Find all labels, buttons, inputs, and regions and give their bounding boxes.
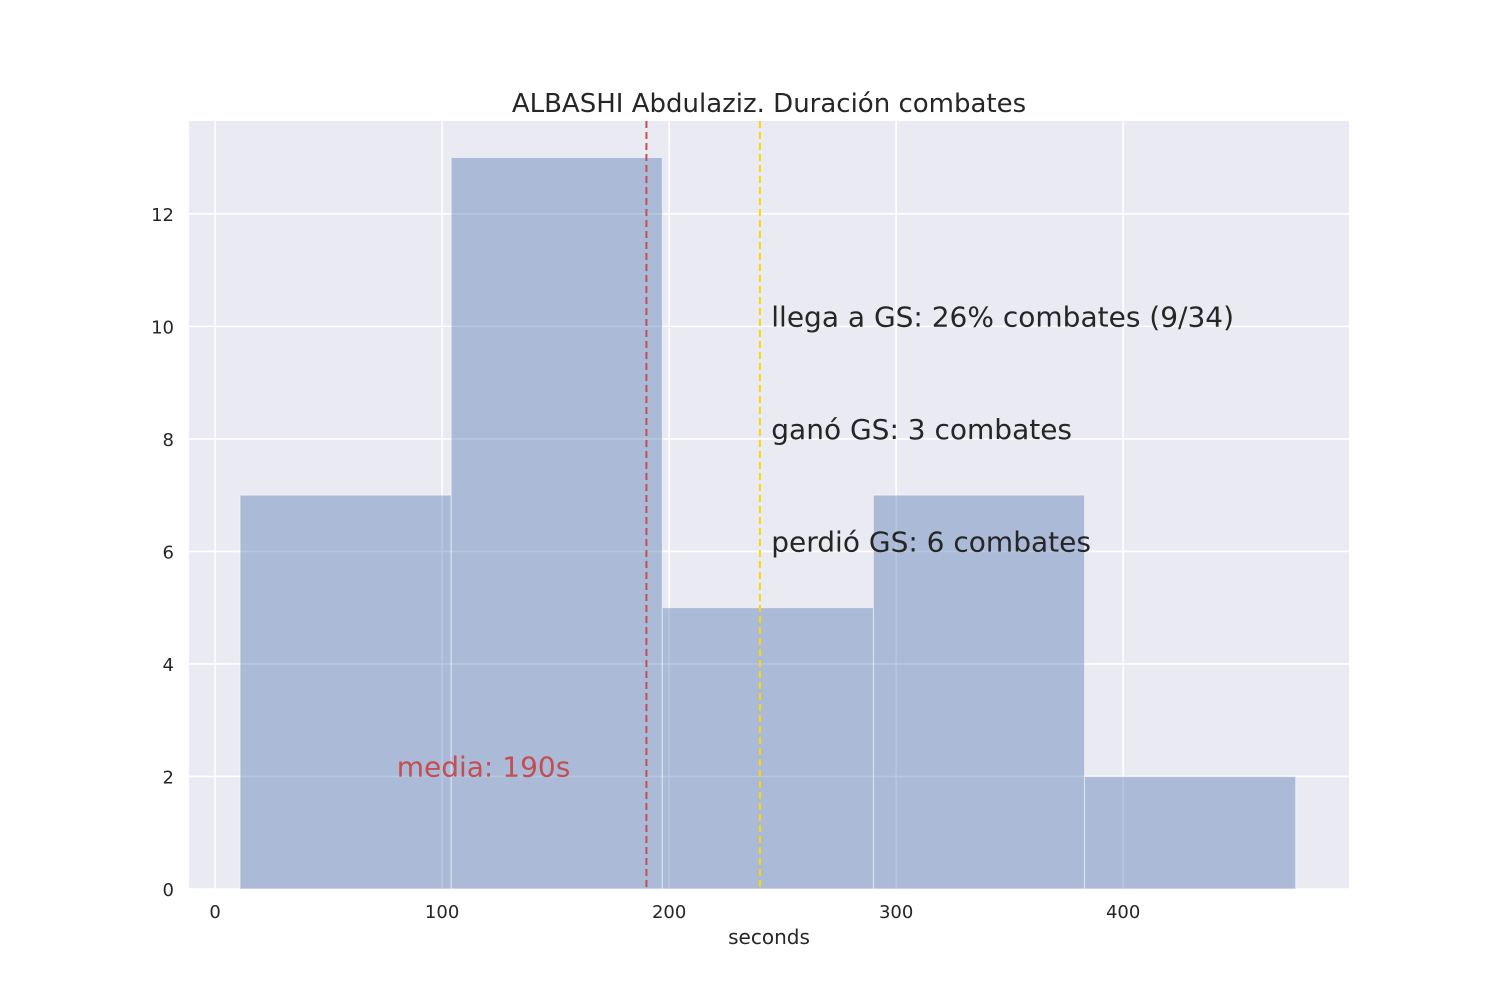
y-tick-label: 10: [151, 317, 174, 338]
y-tick-label: 4: [163, 655, 174, 676]
annotations: media: 190s llega a GS: 26% combates (9/3…: [397, 300, 1234, 783]
tick-labels: 0 100 200 300 400 0 2 4 6 8 10 12: [151, 205, 1140, 923]
plot-area: [189, 121, 1349, 889]
y-tick-label: 8: [163, 430, 174, 451]
golden-score-annotation: ganó GS: 3 combates: [771, 413, 1072, 446]
y-tick-label: 6: [163, 542, 174, 563]
y-tick-label: 12: [151, 205, 174, 226]
histogram-bar: [450, 157, 663, 890]
x-tick-label: 100: [425, 902, 459, 923]
y-tick-label: 2: [163, 767, 174, 788]
x-tick-label: 0: [209, 902, 220, 923]
chart-title: ALBASHI Abdulaziz. Duración combates: [512, 89, 1026, 119]
x-tick-label: 300: [879, 902, 913, 923]
mean-annotation: media: 190s: [397, 750, 571, 783]
x-axis-label: seconds: [728, 925, 810, 949]
histogram-bar: [872, 494, 1086, 890]
histogram-bars: [239, 157, 1297, 890]
histogram-bar: [239, 494, 452, 890]
x-tick-label: 400: [1106, 902, 1140, 923]
reference-lines: [645, 121, 761, 889]
x-tick-label: 200: [652, 902, 686, 923]
histogram-bar: [661, 607, 874, 890]
golden-score-annotation: llega a GS: 26% combates (9/34): [771, 300, 1234, 333]
golden-score-annotation: perdió GS: 6 combates: [771, 525, 1091, 558]
histogram-bar: [1084, 775, 1297, 890]
y-tick-label: 0: [163, 880, 174, 901]
